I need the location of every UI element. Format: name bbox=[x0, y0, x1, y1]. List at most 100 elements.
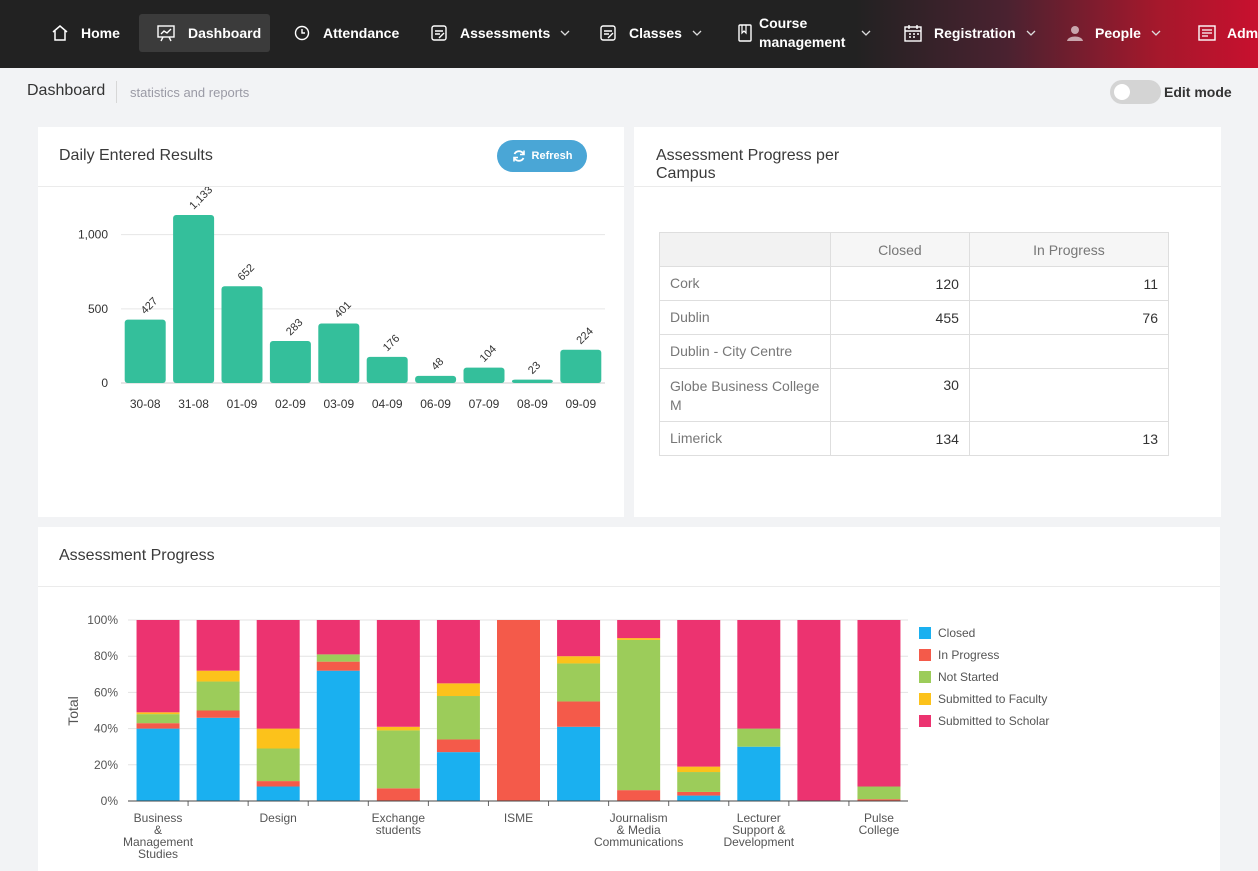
stacked-bar-segment bbox=[677, 772, 721, 792]
nav-dashboard-label: Dashboard bbox=[188, 25, 262, 41]
x-tick-label: 01-09 bbox=[227, 397, 258, 411]
top-navigation: Home Dashboard Attendance Assessments Cl… bbox=[0, 0, 1258, 68]
legend-item-in-progress[interactable]: In Progress bbox=[919, 644, 1049, 666]
panel-title: Assessment Progress per Campus bbox=[656, 147, 839, 183]
nav-home-label: Home bbox=[81, 25, 120, 41]
panel-header: Assessment Progress per Campus bbox=[634, 127, 1221, 187]
stacked-bar-segment bbox=[857, 620, 901, 787]
nav-people[interactable]: People bbox=[1065, 14, 1161, 52]
stacked-bar-segment bbox=[256, 728, 300, 749]
refresh-label: Refresh bbox=[531, 150, 573, 162]
y-tick-label: 20% bbox=[94, 758, 118, 772]
clock-icon bbox=[294, 25, 310, 41]
data-label: 23 bbox=[526, 360, 543, 377]
stacked-bar-segment bbox=[316, 661, 360, 671]
legend-item-submitted-scholar[interactable]: Submitted to Scholar bbox=[919, 710, 1049, 732]
legend-label: In Progress bbox=[938, 648, 1000, 662]
presentation-icon bbox=[157, 25, 175, 42]
x-tick-label-line: Journalism bbox=[610, 811, 668, 825]
legend-item-closed[interactable]: Closed bbox=[919, 622, 1049, 644]
data-label: 176 bbox=[381, 333, 402, 354]
bar bbox=[415, 375, 457, 383]
y-tick-label: 0% bbox=[101, 794, 119, 808]
stacked-bar-segment bbox=[557, 701, 601, 727]
legend-label: Closed bbox=[938, 626, 976, 640]
nav-people-label: People bbox=[1095, 25, 1141, 41]
legend-item-not-started[interactable]: Not Started bbox=[919, 666, 1049, 688]
nav-assessments[interactable]: Assessments bbox=[429, 14, 570, 52]
stacked-bar-segment bbox=[436, 739, 480, 753]
campus-progress-panel: Assessment Progress per Campus Closed In… bbox=[634, 127, 1221, 517]
closed-value: 455 bbox=[830, 300, 970, 335]
nav-dashboard[interactable]: Dashboard bbox=[139, 14, 270, 52]
bar bbox=[124, 319, 166, 383]
assessment-progress-chart: 0% 20% 40% 60% 80% 100% Total Business & Manageme… bbox=[65, 613, 908, 861]
legend-label: Submitted to Faculty bbox=[938, 692, 1048, 706]
bar bbox=[560, 349, 602, 383]
in-progress-value: 13 bbox=[968, 421, 1170, 456]
stacked-bar-segment bbox=[136, 714, 180, 724]
x-tick-label: 08-09 bbox=[517, 397, 548, 411]
page-subtitle: statistics and reports bbox=[130, 85, 250, 100]
x-tick-label-line: Pulse bbox=[864, 811, 894, 825]
bar bbox=[173, 214, 215, 383]
stacked-bar-segment bbox=[617, 620, 661, 639]
x-tick-label-line: Studies bbox=[138, 847, 178, 861]
stacked-bar-segment bbox=[376, 726, 420, 731]
x-tick-label-line: Management bbox=[123, 835, 194, 849]
nav-course-management[interactable]: Course management bbox=[737, 14, 871, 52]
calendar-icon bbox=[904, 25, 922, 42]
y-tick-label: 100% bbox=[87, 613, 118, 627]
stacked-bar-segment bbox=[376, 788, 420, 801]
nav-classes[interactable]: Classes bbox=[598, 14, 702, 52]
y-axis-title: Total bbox=[65, 696, 81, 726]
table-header-row: Closed In Progress bbox=[659, 232, 1170, 267]
daily-results-panel: Daily Entered Results Refresh 0 500 1,000 4… bbox=[38, 127, 624, 517]
table-header-blank bbox=[659, 232, 831, 267]
table-row: Limerick 134 13 bbox=[659, 421, 1170, 456]
nav-admin[interactable]: Admi bbox=[1197, 14, 1258, 52]
bar bbox=[511, 379, 553, 383]
legend-item-submitted-faculty[interactable]: Submitted to Faculty bbox=[919, 688, 1049, 710]
x-tick-label: Lecturer Support & Development bbox=[723, 811, 794, 849]
stacked-bar-segment bbox=[376, 730, 420, 789]
page-title: Dashboard bbox=[27, 82, 106, 99]
stacked-bar-segment bbox=[737, 746, 781, 801]
x-tick-label: Journalism & Media Communications bbox=[594, 811, 683, 849]
table-row: Dublin 455 76 bbox=[659, 300, 1170, 335]
divider bbox=[116, 81, 117, 103]
data-label: 283 bbox=[284, 317, 305, 338]
nav-home[interactable]: Home bbox=[50, 14, 120, 52]
stacked-bar-segment bbox=[196, 620, 240, 671]
stacked-bar-segment bbox=[316, 620, 360, 655]
y-tick-label: 0 bbox=[101, 376, 108, 390]
x-tick-label-line: Business bbox=[134, 811, 183, 825]
stacked-bar-segment bbox=[617, 790, 661, 801]
nav-registration[interactable]: Registration bbox=[903, 14, 1036, 52]
edit-mode-toggle[interactable] bbox=[1110, 80, 1161, 104]
legend-label: Submitted to Scholar bbox=[938, 714, 1050, 728]
y-tick-label: 80% bbox=[94, 649, 118, 663]
panel-header: Daily Entered Results Refresh bbox=[38, 127, 624, 187]
stacked-bar-segment bbox=[196, 670, 240, 682]
admin-icon bbox=[1198, 25, 1216, 41]
chevron-down-icon bbox=[1151, 30, 1161, 36]
refresh-button[interactable]: Refresh bbox=[497, 140, 587, 172]
x-tick-label-line: Exchange bbox=[372, 811, 426, 825]
stacked-bar-segment bbox=[316, 670, 360, 801]
chevron-down-icon bbox=[1026, 30, 1036, 36]
x-tick-label: 04-09 bbox=[372, 397, 403, 411]
bar bbox=[366, 356, 408, 383]
bar bbox=[269, 341, 311, 383]
in-progress-value: 76 bbox=[968, 300, 1170, 335]
toggle-knob bbox=[1114, 84, 1130, 100]
stacked-bar-segment bbox=[737, 620, 781, 729]
nav-attendance[interactable]: Attendance bbox=[293, 14, 399, 52]
closed-value: 120 bbox=[830, 266, 970, 301]
nav-classes-label: Classes bbox=[629, 25, 682, 41]
stacked-bar-segment bbox=[196, 681, 240, 711]
legend-swatch bbox=[919, 627, 931, 639]
stacked-bar-segment bbox=[557, 656, 601, 664]
nav-admin-label: Admi bbox=[1227, 25, 1258, 41]
x-tick-label-line: Lecturer bbox=[737, 811, 781, 825]
